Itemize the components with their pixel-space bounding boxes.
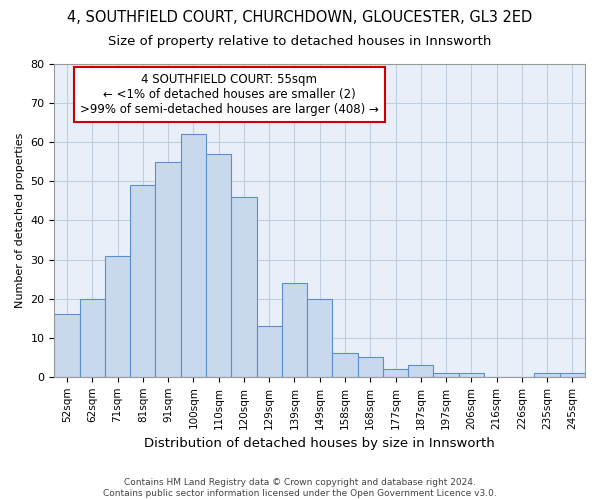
X-axis label: Distribution of detached houses by size in Innsworth: Distribution of detached houses by size … [145,437,495,450]
Text: 4, SOUTHFIELD COURT, CHURCHDOWN, GLOUCESTER, GL3 2ED: 4, SOUTHFIELD COURT, CHURCHDOWN, GLOUCES… [67,10,533,25]
Bar [55,314,80,377]
Bar [155,162,181,377]
Bar [80,298,105,377]
Bar [257,326,282,377]
Bar [181,134,206,377]
Bar [535,373,560,377]
Bar [231,197,257,377]
Text: Size of property relative to detached houses in Innsworth: Size of property relative to detached ho… [109,35,491,48]
Bar [358,358,383,377]
Bar [206,154,231,377]
Bar [408,365,433,377]
Bar [282,283,307,377]
Bar [307,298,332,377]
Bar [433,373,458,377]
Bar [332,354,358,377]
Bar [383,369,408,377]
Bar [560,373,585,377]
Y-axis label: Number of detached properties: Number of detached properties [15,132,25,308]
Bar [130,185,155,377]
Text: 4 SOUTHFIELD COURT: 55sqm
← <1% of detached houses are smaller (2)
>99% of semi-: 4 SOUTHFIELD COURT: 55sqm ← <1% of detac… [80,74,379,116]
Bar [458,373,484,377]
Bar [105,256,130,377]
Text: Contains HM Land Registry data © Crown copyright and database right 2024.
Contai: Contains HM Land Registry data © Crown c… [103,478,497,498]
